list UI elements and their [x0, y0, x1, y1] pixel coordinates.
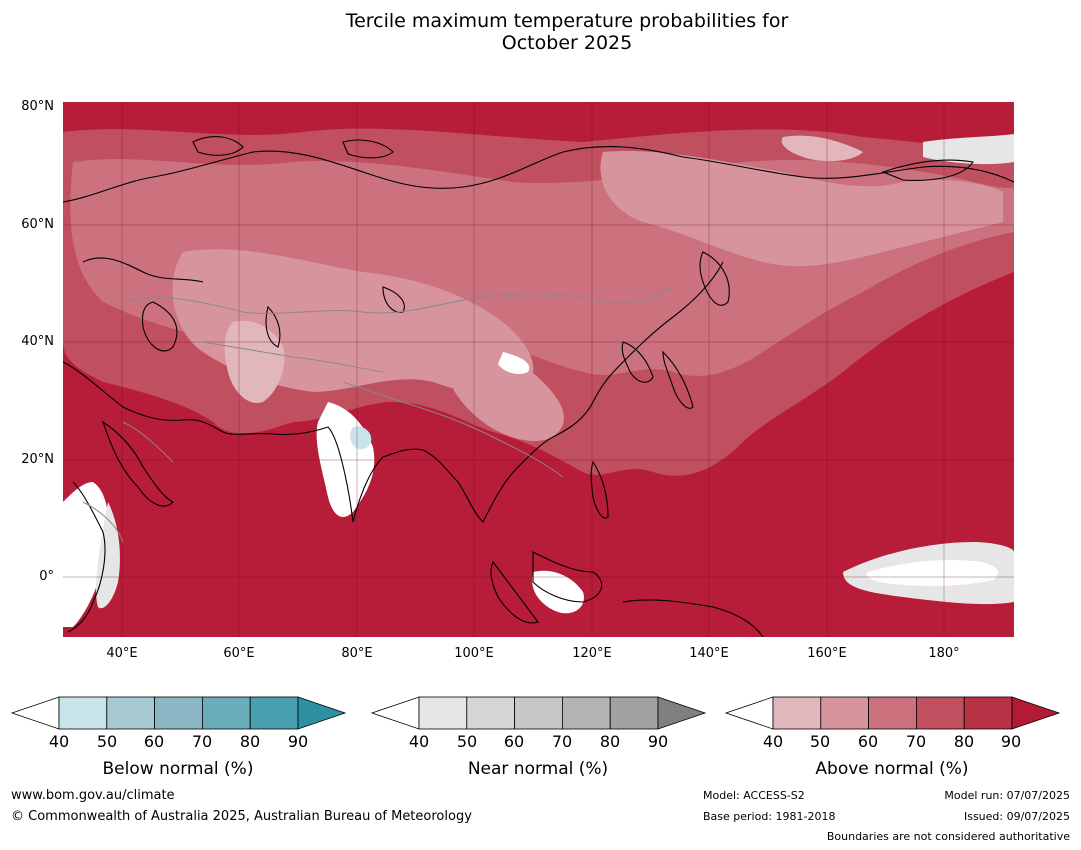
near-normal-segment-3: [514, 696, 563, 730]
above-normal-segment-2: [820, 696, 869, 730]
graticule: [63, 102, 1014, 637]
above-tick-40: 40: [762, 732, 784, 751]
near-tick-90: 90: [647, 732, 669, 751]
above-normal-extend-left: [724, 696, 774, 730]
above-normal-extend-right: [1011, 696, 1061, 730]
lat-label-equator: 0°: [39, 569, 54, 584]
near-tick-70: 70: [551, 732, 573, 751]
below-normal-colorbar: [10, 696, 347, 730]
map-title: Tercile maximum temperature probabilitie…: [0, 10, 1081, 54]
above-normal-segment-4: [916, 696, 965, 730]
below-tick-70: 70: [191, 732, 213, 751]
near-normal-extend-left: [370, 696, 420, 730]
near-normal-segment-2: [466, 696, 515, 730]
near-tick-50: 50: [456, 732, 478, 751]
near-tick-60: 60: [503, 732, 525, 751]
below-normal-extend-left: [10, 696, 60, 730]
website-link[interactable]: www.bom.gov.au/climate: [11, 788, 175, 803]
above-tick-80: 80: [953, 732, 975, 751]
lat-label-80n: 80°N: [21, 99, 54, 114]
near-normal-segment-5: [609, 696, 659, 730]
lon-label-180: 180°: [928, 646, 960, 661]
below-tick-60: 60: [143, 732, 165, 751]
lon-label-40e: 40°E: [106, 646, 138, 661]
above-normal-segment-1: [772, 696, 822, 730]
lat-label-20n: 20°N: [21, 452, 54, 467]
country-borders: [82, 286, 674, 543]
lon-label-60e: 60°E: [223, 646, 255, 661]
model-text: Model: ACCESS-S2: [703, 789, 805, 802]
model-run-text: Model run: 07/07/2025: [944, 789, 1070, 802]
below-normal-segment-4: [201, 696, 251, 730]
below-normal-segment-5: [249, 696, 299, 730]
above-normal-segment-5: [963, 696, 1013, 730]
near-normal-segment-4: [562, 696, 611, 730]
disclaimer-text: Boundaries are not considered authoritat…: [826, 830, 1070, 843]
coastlines: [63, 136, 1014, 637]
lon-label-160e: 160°E: [807, 646, 847, 661]
base-period-text: Base period: 1981-2018: [703, 810, 836, 823]
near-tick-40: 40: [408, 732, 430, 751]
above-tick-90: 90: [1000, 732, 1022, 751]
above-normal-label: Above normal (%): [815, 759, 969, 779]
above-normal-segment-3: [868, 696, 917, 730]
title-line-1: Tercile maximum temperature probabilitie…: [345, 10, 789, 32]
lat-label-60n: 60°N: [21, 217, 54, 232]
above-tick-60: 60: [857, 732, 879, 751]
below-normal-segment-1: [58, 696, 108, 730]
above-tick-50: 50: [809, 732, 831, 751]
below-tick-40: 40: [48, 732, 70, 751]
near-normal-segment-1: [418, 696, 468, 730]
near-normal-label: Near normal (%): [467, 759, 609, 779]
below-tick-50: 50: [96, 732, 118, 751]
lon-label-140e: 140°E: [689, 646, 729, 661]
below-tick-80: 80: [239, 732, 261, 751]
below-normal-segment-3: [154, 696, 203, 730]
below-normal-extend-right: [297, 696, 347, 730]
colorbar-legend: [10, 696, 1061, 730]
issued-text: Issued: 09/07/2025: [963, 810, 1070, 823]
lon-label-80e: 80°E: [341, 646, 373, 661]
probability-map: [63, 102, 1014, 637]
title-line-2: October 2025: [501, 32, 633, 54]
above-normal-colorbar: [724, 696, 1061, 730]
below-normal-segment-2: [106, 696, 156, 730]
lon-label-100e: 100°E: [454, 646, 494, 661]
below-normal-label: Below normal (%): [102, 759, 254, 779]
near-normal-colorbar: [370, 696, 707, 730]
below-tick-90: 90: [287, 732, 309, 751]
near-normal-extend-right: [657, 696, 707, 730]
lat-label-40n: 40°N: [21, 334, 54, 349]
near-tick-80: 80: [599, 732, 621, 751]
above-tick-70: 70: [905, 732, 927, 751]
lon-label-120e: 120°E: [572, 646, 612, 661]
copyright-text: © Commonwealth of Australia 2025, Austra…: [11, 809, 472, 824]
